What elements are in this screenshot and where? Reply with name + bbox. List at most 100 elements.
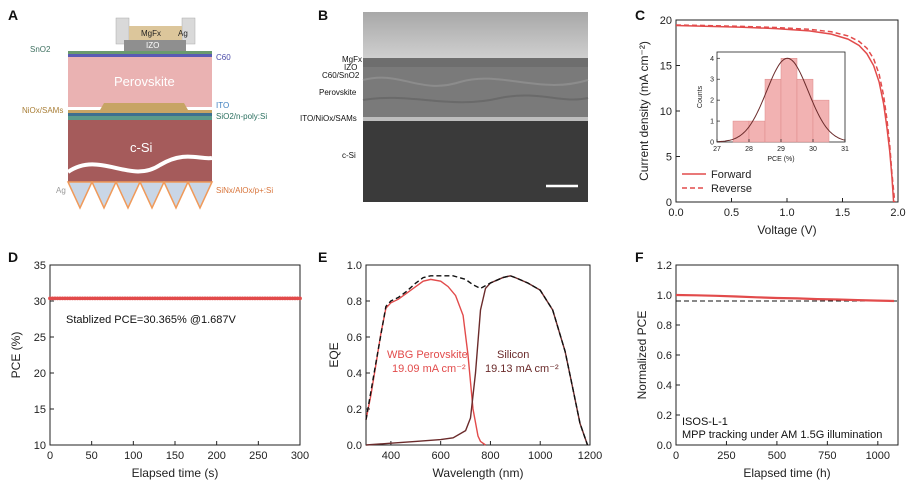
chart-f: 0 250 500 750 1000 0.0 0.2 0.4 0.6 0.8 1.0 1.2 Elaps… — [635, 260, 899, 480]
inset-x-label: PCE (%) — [767, 156, 794, 163]
panel-e: E 400 600 800 1000 1200 0.0 0.2 0.4 0.6 0.8 1.0 Wav… — [318, 249, 602, 480]
x-tick-label: 500 — [768, 450, 786, 462]
sio2-poly-layer — [68, 116, 212, 120]
panel-a: A MgFx Ag IZO Perovskite c-Si SnO2 NiOx/… — [8, 7, 273, 210]
y-axis-label: Normalized PCE — [635, 311, 649, 400]
panel-a-letter: A — [8, 7, 18, 23]
pyramid-tip — [66, 181, 94, 210]
sio2-label: SiO2/n-poly:Si — [216, 112, 267, 121]
silicon-jsc-value: 19.13 mA cm⁻² — [485, 363, 559, 375]
sem-label-mgf: MgFx — [342, 55, 362, 64]
isos-label: ISOS-L-1 — [682, 416, 728, 428]
histogram-bar — [748, 120, 766, 143]
inset-y-tick-label: 1 — [710, 119, 714, 126]
y-tick-label: 35 — [34, 260, 46, 272]
izo-layer — [124, 40, 186, 51]
y-tick-label: 0.2 — [347, 404, 362, 416]
inset-x-tick-label: 27 — [713, 146, 721, 153]
y-tick-label: 0.0 — [347, 440, 362, 452]
panel-b: B MgFx IZO C60/SnO2 Perovskite ITO/NiOx/… — [300, 7, 589, 202]
x-tick-label: 1000 — [528, 450, 552, 462]
mgf-layer — [129, 26, 182, 40]
y-tick-label: 30 — [34, 296, 46, 308]
x-axis-label: Elapsed time (h) — [743, 466, 830, 480]
sem-label-izo: IZO — [344, 63, 357, 72]
y-tick-label: 1.0 — [347, 260, 362, 272]
sem-label-perovskite: Perovskite — [319, 88, 357, 97]
y-tick-label: 10 — [660, 106, 672, 118]
inset-y-tick-label: 4 — [710, 56, 714, 63]
pyramid-tip — [186, 181, 214, 210]
sem-label-c60: C60/SnO2 — [322, 71, 360, 80]
forward-curve — [675, 24, 895, 203]
legend-forward-label: Forward — [711, 169, 751, 181]
normalized-pce-curve — [675, 293, 895, 303]
x-tick-label: 1.0 — [779, 207, 794, 219]
plot-frame — [365, 264, 591, 446]
y-tick-label: 0.4 — [657, 380, 672, 392]
x-tick-label: 1200 — [578, 450, 602, 462]
inset-x-tick-label: 30 — [809, 146, 817, 153]
mgf-label: MgFx — [141, 29, 161, 38]
y-tick-label: 0 — [666, 197, 672, 209]
sem-csi-band — [363, 121, 588, 202]
gaussian-fit — [716, 57, 846, 143]
pce-point — [298, 296, 302, 301]
csi-label: c-Si — [130, 140, 153, 155]
inset-y-tick-label: 3 — [710, 77, 714, 84]
inset-y-label: Counts — [697, 85, 704, 108]
sem-izo-band — [363, 58, 588, 67]
chart-e: 400 600 800 1000 1200 0.0 0.2 0.4 0.6 0.8 1.0 Wavel… — [327, 260, 602, 480]
histogram-bar — [796, 78, 814, 143]
x-axis-label: Elapsed time (s) — [132, 466, 219, 480]
x-tick-label: 100 — [124, 450, 142, 462]
panel-d-letter: D — [8, 249, 18, 265]
y-tick-label: 0.8 — [657, 320, 672, 332]
x-tick-label: 400 — [382, 450, 400, 462]
histogram-bar — [780, 58, 798, 143]
y-tick-label: 0.8 — [347, 296, 362, 308]
mpp-tracking-label: MPP tracking under AM 1.5G illumination — [682, 429, 882, 441]
x-tick-label: 1000 — [866, 450, 890, 462]
x-tick-label: 50 — [86, 450, 98, 462]
inset-y-tick-label: 2 — [710, 98, 714, 105]
wbg-perovskite-label: WBG Perovskite — [387, 349, 468, 361]
x-tick-label: 0.5 — [724, 207, 739, 219]
nio-ito-layer — [68, 103, 212, 113]
chart-d: 0 50 100 150 200 250 300 10 15 20 25 30 35 Elapsed ti… — [9, 260, 309, 480]
x-tick-label: 1.5 — [835, 207, 850, 219]
y-tick-label: 25 — [34, 332, 46, 344]
ito-label: ITO — [216, 101, 229, 110]
legend-reverse-label: Reverse — [711, 183, 752, 195]
ito-layer — [68, 113, 212, 116]
y-tick-label: 5 — [666, 151, 672, 163]
y-tick-label: 1.2 — [657, 260, 672, 272]
sinx-label: SiNx/AlOx/p+:Si — [216, 186, 273, 195]
x-tick-label: 0.0 — [668, 207, 683, 219]
y-axis-label: PCE (%) — [9, 332, 23, 379]
x-tick-label: 2.0 — [890, 207, 905, 219]
reverse-curve — [675, 24, 896, 203]
x-tick-label: 300 — [291, 450, 309, 462]
panel-c-letter: C — [635, 7, 645, 23]
sem-label-csi: c-Si — [342, 151, 356, 160]
y-tick-label: 0.4 — [347, 368, 362, 380]
panel-f-letter: F — [635, 249, 644, 265]
panel-e-letter: E — [318, 249, 327, 265]
y-tick-label: 0.0 — [657, 440, 672, 452]
sno2-layer — [68, 51, 212, 54]
y-tick-label: 1.0 — [657, 290, 672, 302]
y-tick-label: 15 — [34, 404, 46, 416]
perovskite-label: Perovskite — [114, 74, 175, 89]
x-tick-label: 250 — [717, 450, 735, 462]
x-tick-label: 0 — [47, 450, 53, 462]
x-tick-label: 200 — [207, 450, 225, 462]
total-eqe-curve — [365, 275, 589, 446]
x-tick-label: 0 — [673, 450, 679, 462]
chart-c-inset: 27 28 29 30 31 0 1 2 3 4 PCE (%) Counts — [697, 51, 849, 163]
pyramid-tip — [138, 181, 166, 210]
pyramid-tip — [114, 181, 142, 210]
y-tick-label: 0.6 — [657, 350, 672, 362]
